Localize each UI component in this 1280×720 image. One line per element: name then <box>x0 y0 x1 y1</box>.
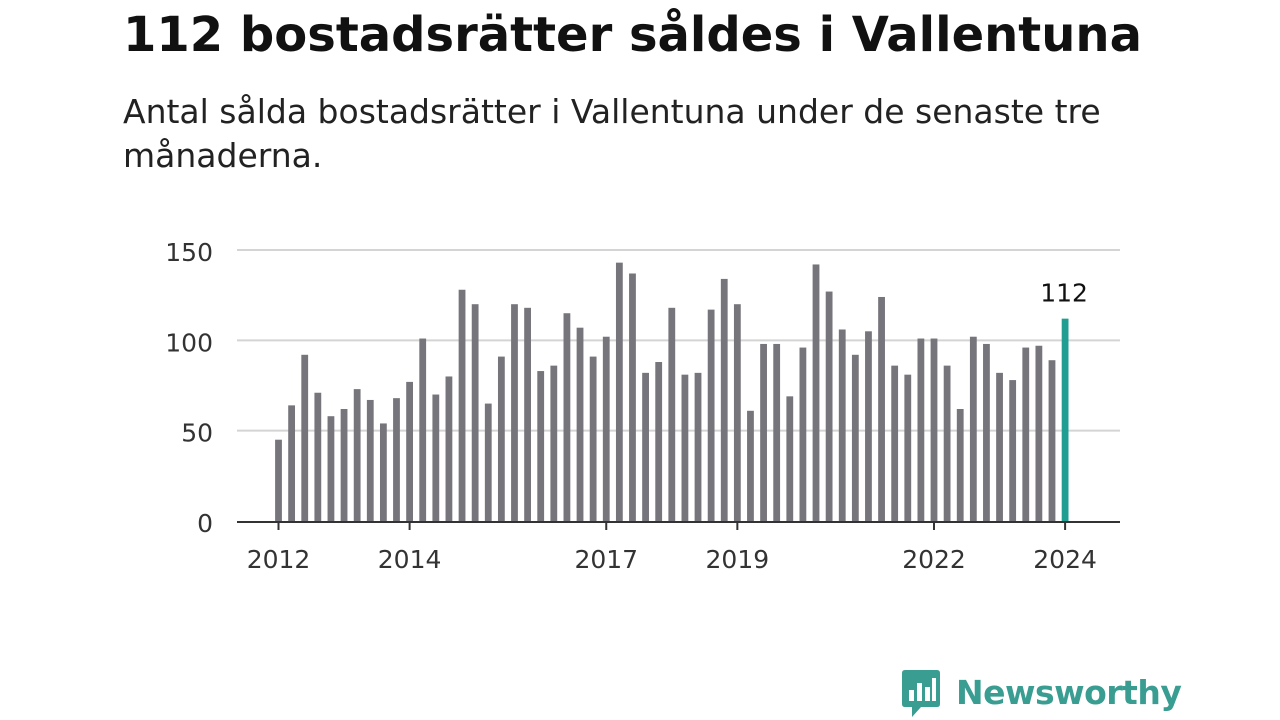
bar <box>930 338 938 521</box>
bars <box>275 262 1069 521</box>
bar <box>419 338 427 521</box>
bar <box>484 403 492 521</box>
bar <box>537 371 545 521</box>
bar <box>983 343 990 521</box>
bar <box>969 336 977 521</box>
bar <box>288 405 296 521</box>
y-axis-tick-labels: 0 50 100 150 <box>165 238 213 538</box>
highlight-annotation: 112 <box>1040 279 1088 308</box>
bar <box>445 376 453 521</box>
bar <box>668 307 676 521</box>
bar <box>812 264 820 521</box>
bar <box>747 410 754 521</box>
y-tick-label: 150 <box>165 238 213 267</box>
bar <box>851 354 859 521</box>
bar <box>681 374 689 521</box>
bar <box>707 309 715 521</box>
bar <box>458 289 466 521</box>
bar <box>917 338 925 521</box>
bar <box>576 327 584 521</box>
bar <box>275 439 282 521</box>
bar <box>799 347 807 521</box>
bar <box>406 381 413 521</box>
bar <box>865 331 872 521</box>
bar <box>301 354 309 521</box>
x-tick-label: 2017 <box>574 545 638 574</box>
bar <box>773 343 781 521</box>
bar <box>760 343 767 521</box>
x-tick-label: 2024 <box>1033 545 1097 574</box>
x-tick-label: 2022 <box>902 545 966 574</box>
bar <box>550 365 558 521</box>
bar <box>1009 380 1017 521</box>
bar <box>642 372 649 521</box>
bar <box>314 392 322 521</box>
bar <box>956 408 964 521</box>
newsworthy-brand: Newsworthy <box>900 668 1182 718</box>
bar <box>353 389 361 521</box>
bar <box>340 408 348 521</box>
bar <box>432 394 440 521</box>
bar <box>1048 360 1056 521</box>
y-tick-label: 100 <box>165 328 213 357</box>
bar <box>379 423 387 521</box>
bar <box>878 296 885 521</box>
bar <box>563 313 571 521</box>
bar <box>497 356 505 521</box>
bar <box>825 291 833 521</box>
bar <box>904 374 912 521</box>
y-tick-label: 50 <box>181 419 213 448</box>
bar <box>524 307 531 521</box>
chart-subtitle: Antal sålda bostadsrätter i Vallentuna u… <box>123 92 1101 175</box>
bar <box>891 365 899 521</box>
bar <box>366 399 374 521</box>
x-tick-label: 2014 <box>378 545 442 574</box>
bar <box>511 304 518 521</box>
bar <box>471 304 479 521</box>
x-tick-label: 2012 <box>247 545 311 574</box>
bar <box>786 396 794 521</box>
bar <box>655 362 663 521</box>
x-axis-ticks: 2012 2014 2017 2019 2022 2024 <box>247 522 1097 574</box>
bar <box>629 273 636 521</box>
newsworthy-chart-bubble-icon <box>902 670 940 717</box>
bar <box>602 336 610 521</box>
x-tick-label: 2019 <box>706 545 770 574</box>
bar <box>589 356 597 521</box>
bar-highlight <box>1061 318 1069 521</box>
bar <box>393 398 400 521</box>
bar <box>733 304 741 521</box>
bar <box>996 372 1003 521</box>
bar <box>720 278 728 521</box>
bar <box>838 329 846 521</box>
chart-title: 112 bostadsrätter såldes i Vallentuna <box>123 7 1142 63</box>
bar <box>615 262 623 521</box>
bar <box>694 372 702 521</box>
bar <box>327 416 335 521</box>
bar <box>943 365 951 521</box>
bar <box>1022 347 1030 521</box>
bar <box>1035 345 1043 521</box>
highlight-value-label: 112 <box>1040 279 1088 308</box>
brand-name: Newsworthy <box>956 673 1182 712</box>
y-tick-label: 0 <box>197 509 213 538</box>
